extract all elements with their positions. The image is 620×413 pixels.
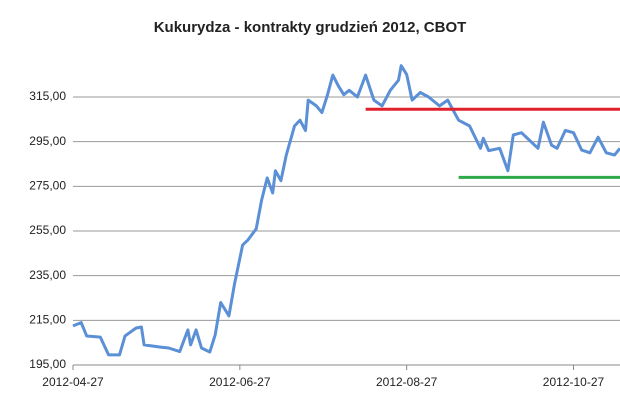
y-tick-label: 315,00 bbox=[29, 89, 66, 103]
x-tick-label: 2012-10-27 bbox=[543, 375, 605, 389]
price-line bbox=[72, 64, 620, 357]
y-tick-label: 255,00 bbox=[29, 223, 66, 237]
y-tick-label: 235,00 bbox=[29, 268, 66, 282]
y-tick-label: 195,00 bbox=[29, 357, 66, 371]
y-tick-label: 295,00 bbox=[29, 134, 66, 148]
y-tick-label: 275,00 bbox=[29, 178, 66, 192]
y-tick-label: 215,00 bbox=[29, 313, 66, 327]
x-tick-label: 2012-06-27 bbox=[209, 375, 271, 389]
chart-title: Kukurydza - kontrakty grudzień 2012, CBO… bbox=[154, 19, 467, 36]
x-tick-label: 2012-08-27 bbox=[376, 375, 438, 389]
x-tick-label: 2012-04-27 bbox=[42, 375, 104, 389]
